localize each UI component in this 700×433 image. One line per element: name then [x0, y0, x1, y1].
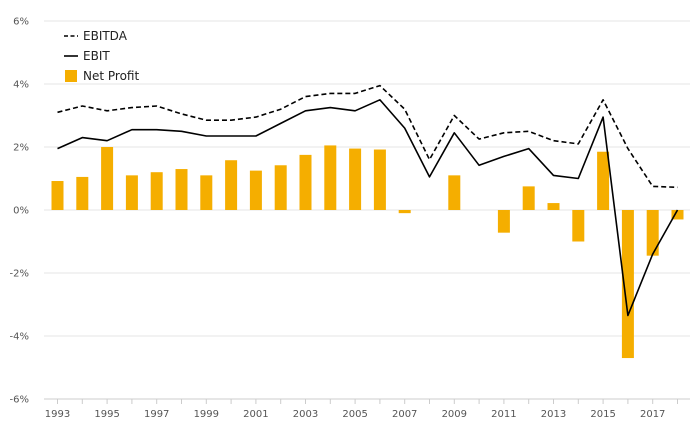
- x-tick-label: 2013: [541, 409, 566, 420]
- legend-label-ebitda: EBITDA: [83, 29, 128, 43]
- x-tick-label: 2017: [640, 409, 665, 420]
- x-tick-label: 2003: [293, 409, 318, 420]
- net-profit-bar: [448, 175, 461, 210]
- y-tick-label: 4%: [13, 80, 29, 91]
- x-tick-label: 1993: [45, 409, 70, 420]
- net-profit-bar: [547, 203, 560, 210]
- net-profit-bar: [125, 175, 138, 210]
- x-tick-label: 2005: [342, 409, 367, 420]
- legend-label-net-profit: Net Profit: [83, 69, 139, 83]
- net-profit-bar: [150, 172, 163, 210]
- x-tick-label: 1995: [94, 409, 119, 420]
- ebit-line: [57, 99, 679, 317]
- x-tick-label: 2011: [491, 409, 516, 420]
- x-tick-label: 2001: [243, 409, 268, 420]
- net-profit-bar: [101, 147, 114, 210]
- y-tick-label: 2%: [13, 143, 29, 154]
- net-profit-bar: [597, 151, 610, 210]
- x-tick-label: 1999: [194, 409, 219, 420]
- net-profit-bar: [76, 176, 89, 210]
- gridlines: [44, 20, 690, 400]
- x-tick-label: 2009: [442, 409, 467, 420]
- net-profit-bar: [299, 154, 312, 210]
- net-profit-bar: [324, 145, 337, 210]
- x-axis: 1993 1995 1997 1999 2001 2003 2005 2007 2009 2011…: [44, 398, 690, 420]
- y-tick-label: -2%: [10, 269, 29, 280]
- net-profit-bar: [225, 160, 238, 210]
- net-profit-bar: [249, 170, 262, 210]
- series-lines: [57, 84, 679, 317]
- net-profit-bar: [200, 175, 213, 210]
- net-profit-bar: [671, 210, 684, 220]
- legend: EBITDA EBIT Net Profit: [64, 29, 139, 83]
- net-profit-bar: [349, 148, 362, 210]
- ebitda-line: [57, 84, 678, 189]
- net-profit-bar: [522, 186, 535, 210]
- net-profit-bar: [274, 165, 287, 210]
- x-tick-label: 2007: [392, 409, 417, 420]
- y-axis-tick-labels: 6% 4% 2% 0% -2% -4% -6%: [10, 17, 29, 406]
- net-profit-bars: [51, 145, 684, 359]
- net-profit-bar: [646, 210, 659, 256]
- x-tick-label: 1997: [144, 409, 169, 420]
- y-tick-label: 6%: [13, 17, 29, 28]
- net-profit-bar: [175, 169, 188, 210]
- y-tick-label: 0%: [13, 206, 29, 217]
- legend-swatch-net-profit: [65, 70, 77, 82]
- y-tick-label: -6%: [10, 395, 29, 406]
- net-profit-bar: [572, 210, 585, 242]
- legend-label-ebit: EBIT: [83, 49, 110, 63]
- x-tick-label: 2015: [590, 409, 615, 420]
- net-profit-bar: [497, 210, 510, 233]
- net-profit-bar: [621, 210, 634, 359]
- net-profit-bar: [373, 149, 386, 210]
- net-profit-bar: [51, 181, 64, 210]
- net-profit-bar: [398, 210, 411, 214]
- y-tick-label: -4%: [10, 332, 29, 343]
